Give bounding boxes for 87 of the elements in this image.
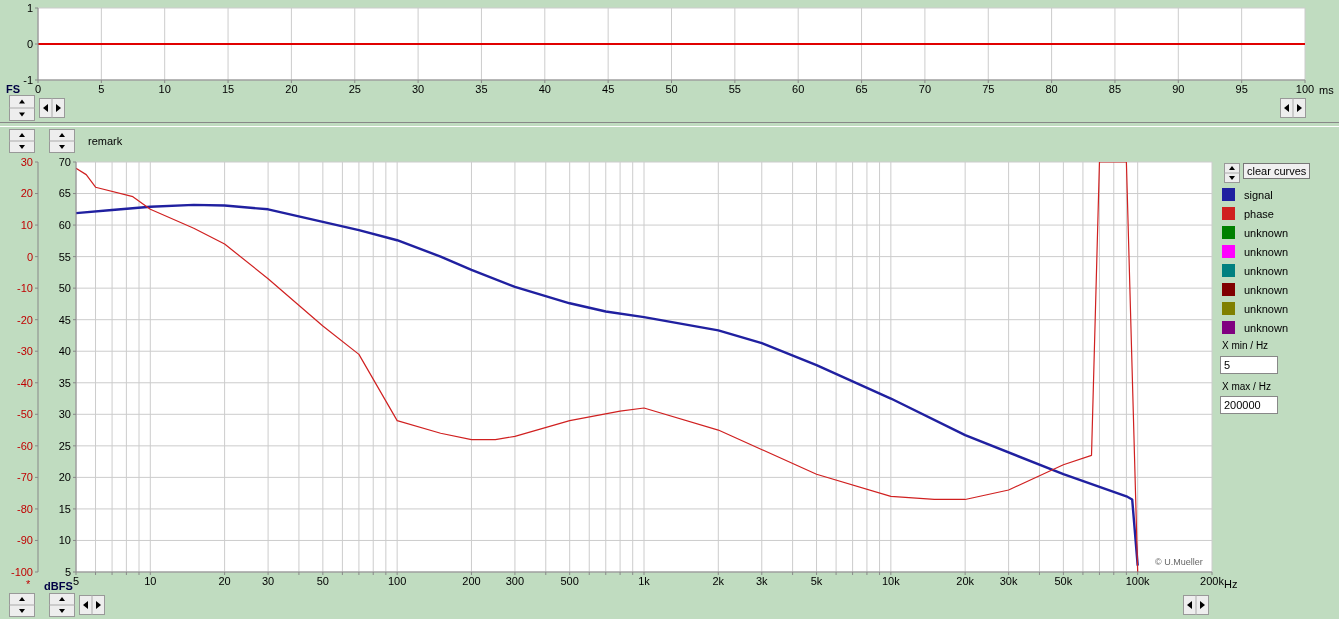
- x-tick-label: 50: [665, 82, 678, 95]
- x-tick-label: 65: [855, 82, 868, 95]
- y-tick-label: 65: [58, 187, 71, 200]
- x-tick-label: 5: [72, 574, 80, 587]
- y-tick-label: 55: [58, 250, 71, 263]
- legend-label: unknown: [1244, 283, 1289, 296]
- x-tick-label: 200k: [1200, 574, 1225, 587]
- x-tick-label: 20: [285, 82, 298, 95]
- x-tick-label: 3k: [755, 574, 769, 587]
- y2-axis-title: *: [26, 578, 31, 590]
- x-tick-label: 80: [1045, 82, 1058, 95]
- y-tick-label: 10: [58, 534, 71, 547]
- x-tick-label: 55: [728, 82, 741, 95]
- x-tick-label: 25: [348, 82, 361, 95]
- y2-tick-label: -20: [17, 313, 33, 326]
- x-tick-label: 15: [221, 82, 235, 95]
- legend-label: phase: [1244, 207, 1274, 220]
- x-axis-title: ms: [1319, 84, 1334, 96]
- x-tick-label: 30: [411, 82, 425, 95]
- x-tick-label: 60: [792, 82, 805, 95]
- y2-tick-label: -10: [17, 282, 33, 295]
- x-tick-label: 1k: [638, 574, 651, 587]
- x-axis-title: Hz: [1224, 578, 1238, 590]
- y-axis-title: dBFS: [44, 580, 73, 592]
- y2-tick-label: -30: [17, 345, 33, 358]
- y2-tick-label: -80: [17, 502, 33, 515]
- x-tick-label: 50k: [1054, 574, 1073, 587]
- clear-button: clear curves: [1243, 163, 1311, 179]
- y-tick-label: 40: [58, 345, 71, 358]
- y2-tick-label: -70: [17, 471, 33, 484]
- x-tick-label: 85: [1108, 82, 1122, 95]
- x-tick-label: 20k: [956, 574, 975, 587]
- x-tick-label: 200: [462, 574, 481, 587]
- y-tick-label: 15: [58, 502, 71, 515]
- x-tick-label: 0: [34, 82, 42, 95]
- x-tick-label: 30k: [999, 574, 1018, 587]
- x-tick-label: 95: [1235, 82, 1248, 95]
- x-tick-label: 5: [98, 82, 105, 95]
- y-tick-label: 45: [58, 313, 71, 326]
- y-tick-label: 0: [26, 37, 33, 50]
- x-tick-label: 30: [261, 574, 275, 587]
- y-tick-label: -1: [23, 73, 33, 86]
- text: X max / Hz: [1222, 381, 1271, 392]
- x-tick-label: 300: [505, 574, 525, 587]
- x-tick-label: 100: [387, 574, 407, 587]
- text: X min / Hz: [1222, 340, 1269, 351]
- annotation: © U.Mueller: [1155, 557, 1203, 567]
- x-tick-label: 40: [538, 82, 551, 95]
- y-axis-title: FS: [6, 83, 21, 95]
- x-tick-label: 90: [1172, 82, 1185, 95]
- x-tick-label: 10: [144, 574, 157, 587]
- legend-label: signal: [1244, 188, 1273, 201]
- x-tick-label: 35: [475, 82, 488, 95]
- legend-label: unknown: [1244, 245, 1289, 258]
- y2-tick-label: -50: [17, 408, 33, 421]
- x-tick-label: 100k: [1125, 574, 1151, 587]
- legend-label: unknown: [1244, 226, 1289, 239]
- legend-label: unknown: [1244, 264, 1289, 277]
- y-tick-label: 70: [58, 155, 71, 168]
- x-tick-label: 100: [1295, 82, 1315, 95]
- y2-tick-label: -40: [17, 376, 33, 389]
- x-tick-label: 75: [982, 82, 995, 95]
- x-tick-label: 20: [218, 574, 231, 587]
- y2-tick-label: -60: [17, 439, 33, 452]
- text-field: 200000: [1220, 396, 1278, 414]
- x-tick-label: 70: [918, 82, 932, 95]
- text-field: 5: [1220, 356, 1278, 374]
- x-tick-label: 500: [560, 574, 579, 587]
- x-tick-label: 10: [158, 82, 171, 95]
- y-tick-label: 60: [58, 218, 71, 231]
- y2-tick-label: -100: [10, 565, 33, 578]
- text: remark: [88, 135, 123, 147]
- y2-tick-label: -90: [17, 534, 33, 547]
- x-tick-label: 5k: [810, 574, 823, 587]
- y-tick-label: 30: [58, 408, 71, 421]
- x-tick-label: 45: [602, 82, 615, 95]
- legend-label: unknown: [1244, 302, 1289, 315]
- x-tick-label: 50: [316, 574, 329, 587]
- y-tick-label: 25: [58, 439, 71, 452]
- y-tick-label: 35: [58, 376, 71, 389]
- y-tick-label: 5: [64, 565, 71, 578]
- y-tick-label: 1: [26, 1, 33, 14]
- y-tick-label: 50: [58, 282, 71, 295]
- legend-label: unknown: [1244, 321, 1289, 334]
- x-tick-label: 10k: [881, 574, 901, 587]
- x-tick-label: 2k: [712, 574, 725, 587]
- y-tick-label: 20: [58, 471, 71, 484]
